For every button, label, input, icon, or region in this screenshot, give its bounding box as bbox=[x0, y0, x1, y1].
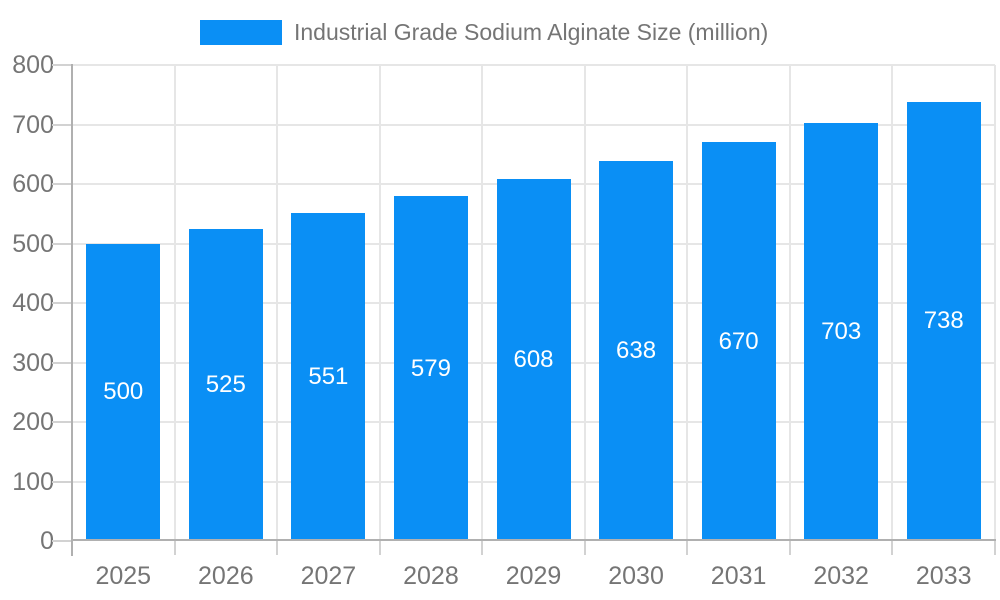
y-tick bbox=[52, 480, 72, 483]
bar-2028[interactable]: 579 bbox=[393, 196, 468, 541]
x-gridline bbox=[994, 65, 996, 541]
y-tick bbox=[52, 361, 72, 364]
bar-2032[interactable]: 703 bbox=[804, 122, 879, 541]
x-gridline bbox=[378, 65, 381, 541]
y-tick bbox=[52, 540, 72, 542]
x-axis-label: 2028 bbox=[403, 562, 459, 590]
y-gridline bbox=[72, 64, 995, 66]
bar-value-label: 500 bbox=[103, 378, 144, 406]
x-tick bbox=[276, 541, 279, 555]
y-axis-label: 0 bbox=[40, 527, 54, 555]
bar-2025[interactable]: 500 bbox=[86, 243, 161, 541]
bar-2031[interactable]: 670 bbox=[701, 142, 776, 541]
x-axis-label: 2030 bbox=[608, 562, 664, 590]
y-tick bbox=[52, 242, 72, 245]
bar-2027[interactable]: 551 bbox=[291, 213, 366, 541]
bar-value-label: 703 bbox=[821, 317, 862, 345]
bar-2033[interactable]: 738 bbox=[906, 101, 981, 541]
bar-2030[interactable]: 638 bbox=[599, 161, 674, 541]
bar-value-label: 525 bbox=[205, 370, 246, 398]
x-axis-label: 2029 bbox=[505, 562, 562, 590]
legend[interactable]: Industrial Grade Sodium Alginate Size (m… bbox=[200, 17, 768, 48]
x-tick bbox=[481, 541, 484, 555]
x-tick bbox=[378, 541, 381, 555]
x-axis-label: 2031 bbox=[710, 562, 767, 590]
y-tick bbox=[52, 302, 72, 304]
x-axis-label: 2025 bbox=[95, 562, 152, 590]
x-axis-label: 2027 bbox=[300, 562, 357, 590]
x-axis-line bbox=[71, 539, 996, 541]
x-tick bbox=[891, 541, 894, 555]
y-gridline bbox=[72, 123, 995, 126]
x-gridline bbox=[481, 65, 484, 541]
y-axis-line bbox=[71, 64, 73, 556]
bar-value-label: 608 bbox=[513, 346, 554, 374]
y-tick bbox=[52, 183, 72, 185]
x-tick bbox=[686, 541, 689, 555]
legend-swatch-icon bbox=[200, 20, 282, 45]
y-axis-label: 300 bbox=[12, 348, 54, 377]
legend-label: Industrial Grade Sodium Alginate Size (m… bbox=[294, 19, 769, 45]
bar-value-label: 551 bbox=[308, 363, 349, 391]
x-tick bbox=[173, 541, 176, 555]
x-gridline bbox=[173, 65, 176, 541]
x-axis-label: 2026 bbox=[198, 562, 254, 590]
bar-value-label: 670 bbox=[718, 327, 759, 355]
y-axis-label: 800 bbox=[12, 51, 54, 79]
bar-2026[interactable]: 525 bbox=[188, 228, 263, 541]
x-gridline bbox=[583, 65, 586, 541]
y-axis-label: 200 bbox=[12, 408, 54, 436]
x-gridline bbox=[686, 65, 689, 541]
bar-value-label: 638 bbox=[616, 337, 657, 365]
x-gridline bbox=[276, 65, 279, 541]
y-axis-label: 600 bbox=[12, 170, 54, 198]
x-tick bbox=[994, 541, 996, 555]
x-tick bbox=[583, 541, 586, 555]
x-gridline bbox=[891, 65, 894, 541]
x-tick bbox=[788, 541, 791, 555]
y-tick bbox=[52, 123, 72, 126]
bar-2029[interactable]: 608 bbox=[496, 179, 571, 541]
x-gridline bbox=[788, 65, 791, 541]
y-axis-label: 700 bbox=[12, 110, 54, 139]
y-tick bbox=[52, 421, 72, 423]
y-axis-label: 500 bbox=[12, 229, 54, 258]
bar-value-label: 579 bbox=[410, 354, 451, 382]
y-axis-label: 400 bbox=[12, 289, 54, 317]
y-tick bbox=[52, 64, 72, 66]
bar-value-label: 738 bbox=[923, 307, 964, 335]
x-axis-label: 2032 bbox=[813, 562, 869, 590]
y-axis-label: 100 bbox=[12, 467, 54, 496]
x-axis-label: 2033 bbox=[915, 562, 972, 590]
